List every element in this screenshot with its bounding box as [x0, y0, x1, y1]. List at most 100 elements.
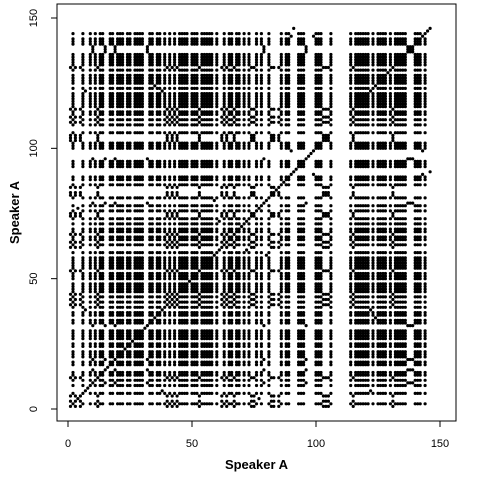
data-point	[79, 116, 82, 119]
data-point	[225, 269, 228, 272]
data-point	[168, 235, 171, 238]
data-point	[223, 74, 226, 77]
data-point	[230, 69, 233, 72]
data-point	[168, 243, 171, 246]
data-point	[168, 183, 171, 186]
data-point	[128, 53, 131, 56]
data-point	[91, 358, 94, 361]
data-point	[94, 329, 97, 332]
data-point	[69, 134, 72, 137]
data-point	[128, 272, 131, 275]
data-point	[255, 319, 258, 322]
data-point	[173, 311, 176, 314]
data-point	[247, 196, 250, 199]
data-point	[176, 108, 179, 111]
data-point	[171, 400, 174, 403]
data-point	[238, 160, 241, 163]
data-point	[195, 183, 198, 186]
data-point	[225, 66, 228, 69]
data-point	[94, 342, 97, 345]
data-point	[252, 66, 255, 69]
data-point	[238, 32, 241, 35]
data-point	[94, 282, 97, 285]
data-point	[255, 306, 258, 309]
data-point	[168, 402, 171, 405]
data-point	[312, 149, 315, 152]
data-point	[287, 311, 290, 314]
data-point	[252, 186, 255, 189]
data-point	[252, 116, 255, 119]
data-point	[243, 379, 246, 382]
data-point	[287, 53, 290, 56]
data-point	[260, 306, 263, 309]
data-point	[220, 66, 223, 69]
data-point	[215, 243, 218, 246]
data-point	[96, 116, 99, 119]
data-point	[185, 306, 188, 309]
data-point	[287, 371, 290, 374]
data-point	[94, 384, 97, 387]
data-point	[71, 295, 74, 298]
data-point	[104, 324, 107, 327]
data-point	[255, 110, 258, 113]
data-point	[151, 118, 154, 121]
data-point	[215, 87, 218, 90]
data-point	[280, 118, 283, 121]
data-point	[280, 217, 283, 220]
data-point	[111, 306, 114, 309]
data-point	[151, 342, 154, 345]
data-point	[171, 376, 174, 379]
data-point	[195, 392, 198, 395]
data-point	[185, 32, 188, 35]
data-point	[195, 243, 198, 246]
data-point	[302, 204, 305, 207]
data-point	[121, 272, 124, 275]
data-point	[146, 157, 149, 160]
data-point	[151, 217, 154, 220]
data-point	[238, 118, 241, 121]
data-point	[121, 204, 124, 207]
data-point	[252, 233, 255, 236]
data-point	[210, 384, 213, 387]
data-point	[280, 301, 283, 304]
data-point	[79, 121, 82, 124]
data-point	[260, 311, 263, 314]
data-point	[260, 222, 263, 225]
data-point	[168, 131, 171, 134]
data-point	[243, 69, 246, 72]
data-point	[69, 108, 72, 111]
data-point	[223, 342, 226, 345]
data-point	[166, 233, 169, 236]
data-point	[166, 134, 169, 137]
data-point	[267, 228, 270, 231]
data-point	[79, 212, 82, 215]
data-point	[233, 121, 236, 124]
data-point	[101, 361, 104, 364]
data-point	[302, 142, 305, 145]
data-point	[255, 402, 258, 405]
data-point	[280, 243, 283, 246]
data-point	[267, 342, 270, 345]
data-point	[215, 342, 218, 345]
data-point	[215, 175, 218, 178]
data-point	[223, 272, 226, 275]
data-point	[81, 32, 84, 35]
data-point	[101, 37, 104, 40]
data-point	[260, 256, 263, 259]
data-point	[230, 32, 233, 35]
data-point	[166, 191, 169, 194]
data-point	[243, 74, 246, 77]
data-point	[161, 308, 164, 311]
data-point	[277, 269, 280, 272]
data-point	[128, 118, 131, 121]
data-point	[195, 319, 198, 322]
data-point	[89, 228, 92, 231]
data-point	[128, 301, 131, 304]
data-point	[280, 251, 283, 254]
data-point	[101, 92, 104, 95]
data-point	[260, 235, 263, 238]
data-point	[121, 235, 124, 238]
data-point	[233, 293, 236, 296]
data-point	[185, 251, 188, 254]
data-point	[176, 293, 179, 296]
